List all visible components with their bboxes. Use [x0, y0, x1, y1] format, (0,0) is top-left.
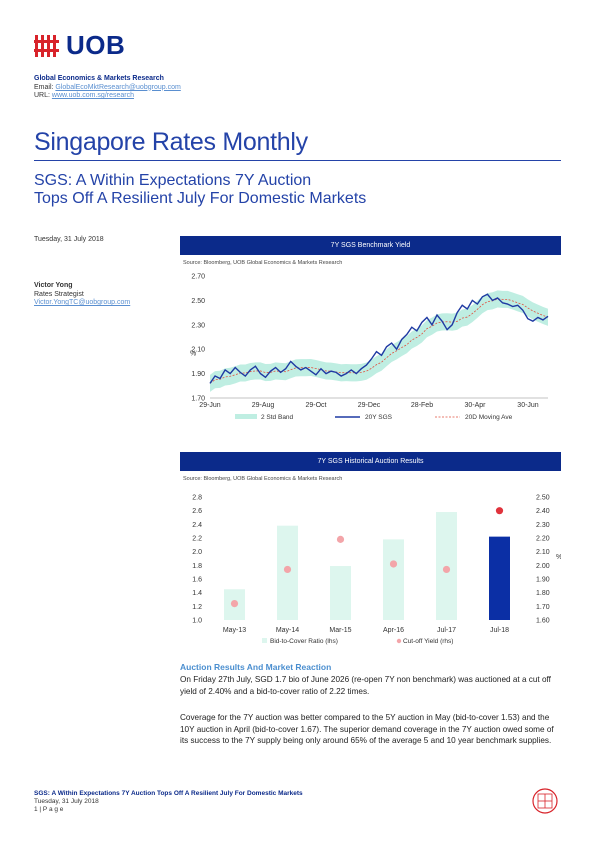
author-block: Victor Yong Rates Strategist Victor.Yong… [34, 282, 130, 308]
cutoff-yield-point [230, 600, 239, 608]
legend-dot-swatch [396, 638, 402, 644]
x-tick-label: 29-Dec [358, 402, 381, 409]
page-subtitle: SGS: A Within Expectations 7Y Auction To… [34, 172, 366, 208]
cutoff-yield-point [442, 565, 451, 574]
moving-average-line [209, 298, 549, 384]
x-tick-label: May-14 [276, 627, 299, 634]
uob-logo: UOB [34, 30, 125, 61]
department-name: Global Economics & Markets Research [34, 75, 164, 82]
x-tick-label: 29-Oct [305, 402, 326, 409]
y-tick-label: 2.30 [191, 322, 205, 329]
y-right-tick-label: 2.30 [536, 522, 550, 529]
y-axis-label: % [190, 350, 196, 357]
y-right-tick-label: 1.60 [536, 618, 550, 625]
x-tick-label: 28-Feb [411, 402, 433, 409]
x-tick-label: 29-Jun [199, 402, 221, 409]
author-email-link[interactable]: Victor.YongTC@uobgroup.com [34, 299, 131, 306]
research-url-link[interactable]: www.uob.com.sg/research [51, 92, 134, 99]
chart-2-title: 7Y SGS Historical Auction Results [180, 452, 561, 471]
footer-page: 1 | P a g e [34, 806, 64, 813]
legend-band-label: 2 Std Band [261, 414, 294, 421]
y-left-tick-label: 1.6 [192, 577, 202, 584]
x-tick-label: Jul-17 [437, 627, 456, 634]
research-email-link[interactable]: GlobalEcoMktResearch@uobgroup.com [55, 83, 181, 91]
auction-results-chart: 7Y SGS Historical Auction Results Source… [180, 452, 561, 654]
legend-ma-label: 20D Moving Ave [465, 414, 513, 421]
y-right-tick-label: 2.50 [536, 495, 550, 502]
x-tick-label: Jul-18 [490, 627, 509, 634]
y-left-tick-label: 2.0 [192, 549, 202, 556]
section-heading: Auction Results And Market Reaction [180, 662, 332, 672]
y-right-tick-label: 2.20 [536, 536, 550, 543]
cutoff-yield-point [283, 565, 292, 574]
chart-1-plot: 2.70 2.50 2.30 2.10 1.90 1.70% 29-Jun 29-Aug 29-… [190, 274, 549, 421]
x-tick-label: 30-Jun [517, 402, 539, 409]
chart-2-source: Source: Bloomberg, UOB Global Economics … [183, 476, 343, 482]
paragraph-2: Coverage for the 7Y auction was better c… [180, 713, 554, 745]
y-left-tick-label: 1.8 [192, 563, 202, 570]
logo-text: UOB [66, 30, 126, 60]
y-left-tick-label: 1.0 [192, 618, 202, 625]
x-tick-label: Mar-15 [329, 627, 351, 634]
y-left-tick-label: 2.2 [192, 536, 202, 543]
x-tick-label: Apr-16 [383, 627, 404, 634]
benchmark-yield-chart: 7Y SGS Benchmark Yield Source: Bloomberg… [180, 236, 561, 436]
chart-1-source: Source: Bloomberg, UOB Global Economics … [183, 260, 343, 266]
x-tick-label: 30-Apr [464, 402, 486, 409]
footer-title: SGS: A Within Expectations 7Y Auction To… [34, 790, 303, 797]
y-right-tick-label: 2.10 [536, 549, 550, 556]
chart-1-title: 7Y SGS Benchmark Yield [180, 236, 561, 255]
y-left-tick-label: 2.8 [192, 495, 202, 502]
bid-to-cover-bar [383, 539, 404, 620]
x-tick-label: May-13 [223, 627, 246, 634]
footer-date: Tuesday, 31 July 2018 [34, 798, 99, 805]
cutoff-yield-point [336, 535, 345, 543]
legend-bar-swatch [262, 638, 267, 643]
cutoff-yield-point [495, 507, 504, 515]
y-left-tick-label: 2.6 [192, 508, 202, 515]
legend-dot-label: Cut-off Yield (rhs) [403, 638, 453, 645]
bid-to-cover-bar [330, 566, 351, 620]
chart-2-plot: 2.8 2.6 2.4 2.2 2.0 1.8 1.6 1.4 1.2 1.0 2.50 2.40 2.… [192, 495, 561, 646]
y-left-tick-label: 1.2 [192, 604, 202, 611]
legend-bar-label: Bid-to-Cover Ratio (lhs) [270, 638, 338, 645]
y-right-axis-label: % [556, 554, 561, 561]
paragraph-1: On Friday 27th July, SGD 1.7 bio of June… [180, 675, 551, 696]
y-right-tick-label: 1.70 [536, 604, 550, 611]
y-right-tick-label: 1.80 [536, 590, 550, 597]
x-tick-label: 29-Aug [252, 402, 275, 409]
title-divider [34, 160, 561, 161]
y-tick-label: 2.10 [191, 347, 205, 354]
y-right-tick-label: 2.40 [536, 508, 550, 515]
email-line: Email: GlobalEcoMktResearch@uobgroup.com [34, 83, 181, 91]
y-tick-label: 2.50 [191, 298, 205, 305]
std-band-area [210, 290, 548, 392]
page-title: Singapore Rates Monthly [34, 128, 308, 156]
uob-seal-icon [532, 788, 558, 814]
y-right-tick-label: 2.00 [536, 563, 550, 570]
y-left-tick-label: 1.4 [192, 590, 202, 597]
y-tick-label: 1.70 [191, 396, 205, 403]
research-contact: Global Economics & Markets Research Emai… [34, 75, 181, 101]
y-right-tick-label: 1.90 [536, 577, 550, 584]
cutoff-yield-point [389, 560, 398, 568]
report-date: Tuesday, 31 July 2018 [34, 236, 104, 243]
page-footer: SGS: A Within Expectations 7Y Auction To… [34, 790, 303, 814]
subtitle-line-1: SGS: A Within Expectations 7Y Auction [34, 172, 312, 189]
y-tick-label: 1.90 [191, 371, 205, 378]
uob-logo-mark-icon [34, 34, 59, 57]
subtitle-line-2: Tops Off A Resilient July For Domestic M… [34, 190, 367, 207]
sgs-yield-line [209, 293, 549, 384]
legend-band-swatch [235, 414, 257, 419]
author-role: Rates Strategist [34, 290, 84, 298]
author-name: Victor Yong [34, 282, 73, 289]
y-left-tick-label: 2.4 [192, 522, 202, 529]
legend-line-label: 20Y SGS [365, 414, 393, 421]
url-line: URL: www.uob.com.sg/research [34, 92, 134, 99]
y-tick-label: 2.70 [191, 274, 205, 281]
bid-to-cover-bar [489, 536, 510, 620]
